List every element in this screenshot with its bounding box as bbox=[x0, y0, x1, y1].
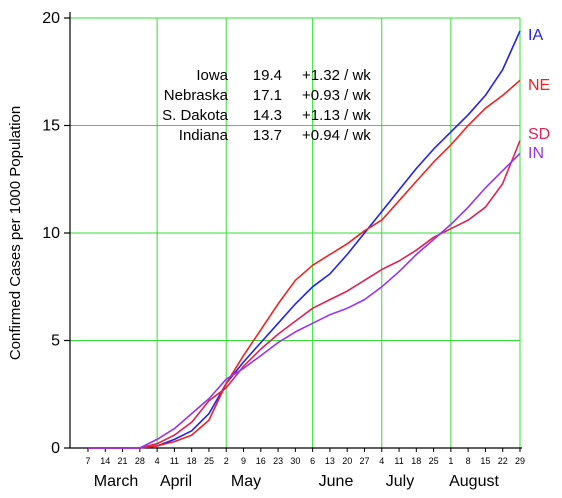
series-line-sd bbox=[88, 140, 521, 449]
x-tick-label-21: 1 bbox=[448, 456, 453, 466]
y-tick-label-1: 5 bbox=[51, 333, 60, 350]
annotation-state-0: Iowa bbox=[196, 67, 228, 84]
x-tick-label-12: 30 bbox=[290, 456, 300, 466]
annotation-rate-2: +1.13 / wk bbox=[302, 107, 371, 124]
y-tick-label-3: 15 bbox=[42, 118, 60, 135]
x-tick-label-4: 4 bbox=[155, 456, 160, 466]
month-label-3: June bbox=[319, 473, 354, 490]
x-tick-label-8: 2 bbox=[224, 456, 229, 466]
x-tick-label-6: 18 bbox=[187, 456, 197, 466]
y-tick-label-4: 20 bbox=[42, 10, 60, 27]
annotation-state-2: S. Dakota bbox=[162, 107, 229, 124]
y-tick-label-0: 0 bbox=[51, 440, 60, 457]
x-tick-label-22: 8 bbox=[466, 456, 471, 466]
x-tick-label-3: 28 bbox=[135, 456, 145, 466]
annotation-rate-1: +0.93 / wk bbox=[302, 87, 371, 104]
y-axis-label: Confirmed Cases per 1000 Population bbox=[7, 106, 24, 360]
x-tick-label-20: 25 bbox=[429, 456, 439, 466]
x-tick-label-23: 15 bbox=[480, 456, 490, 466]
x-tick-label-24: 22 bbox=[498, 456, 508, 466]
annotation-rate-0: +1.32 / wk bbox=[302, 67, 371, 84]
annotation-value-3: 13.7 bbox=[253, 127, 282, 144]
series-label-ne: NE bbox=[528, 77, 550, 94]
x-tick-label-14: 13 bbox=[325, 456, 335, 466]
month-label-2: May bbox=[231, 473, 261, 490]
x-tick-label-10: 16 bbox=[256, 456, 266, 466]
annotation-value-2: 14.3 bbox=[253, 107, 282, 124]
x-tick-label-25: 29 bbox=[515, 456, 525, 466]
x-tick-labels: 7 14 21 28 4 11 18 25 2 9 16 23 30 6 13 20 27 4 11 18 25 1 8 15… bbox=[85, 456, 525, 466]
axes bbox=[64, 12, 522, 452]
series-labels: IA NE SD IN bbox=[528, 27, 550, 162]
x-tick-label-9: 9 bbox=[241, 456, 246, 466]
month-label-1: April bbox=[160, 473, 192, 490]
month-labels: March April May June July August bbox=[94, 473, 500, 490]
series-line-in bbox=[88, 152, 521, 449]
y-tick-label-2: 10 bbox=[42, 225, 60, 242]
annotation-value-0: 19.4 bbox=[253, 67, 282, 84]
x-tick-label-2: 21 bbox=[118, 456, 128, 466]
annotation-state-3: Indiana bbox=[179, 127, 229, 144]
x-tick-label-13: 6 bbox=[310, 456, 315, 466]
y-tick-labels: 0 5 10 15 20 bbox=[42, 10, 60, 457]
series-label-ia: IA bbox=[528, 27, 543, 44]
x-tick-label-1: 14 bbox=[100, 456, 110, 466]
x-tick-label-5: 11 bbox=[170, 456, 179, 466]
x-tick-label-19: 18 bbox=[411, 456, 421, 466]
x-tick-label-15: 20 bbox=[342, 456, 352, 466]
month-label-4: July bbox=[386, 473, 414, 490]
annotation-value-1: 17.1 bbox=[253, 87, 282, 104]
grid bbox=[70, 17, 521, 448]
series-lines bbox=[88, 30, 521, 449]
annotation-rate-3: +0.94 / wk bbox=[302, 127, 371, 144]
x-tick-label-0: 7 bbox=[85, 456, 90, 466]
series-line-ne bbox=[88, 79, 521, 449]
series-label-sd: SD bbox=[528, 126, 550, 143]
x-tick-label-16: 27 bbox=[359, 456, 369, 466]
x-tick-label-17: 4 bbox=[379, 456, 384, 466]
month-label-0: March bbox=[94, 473, 138, 490]
x-tick-label-7: 25 bbox=[204, 456, 214, 466]
annotation-state-1: Nebraska bbox=[164, 87, 229, 104]
x-tick-label-18: 11 bbox=[394, 456, 403, 466]
series-label-in: IN bbox=[528, 145, 544, 162]
month-label-5: August bbox=[449, 473, 499, 490]
x-tick-label-11: 23 bbox=[273, 456, 283, 466]
annotation-table: Iowa 19.4 +1.32 / wk Nebraska 17.1 +0.93 / wk… bbox=[162, 67, 371, 144]
